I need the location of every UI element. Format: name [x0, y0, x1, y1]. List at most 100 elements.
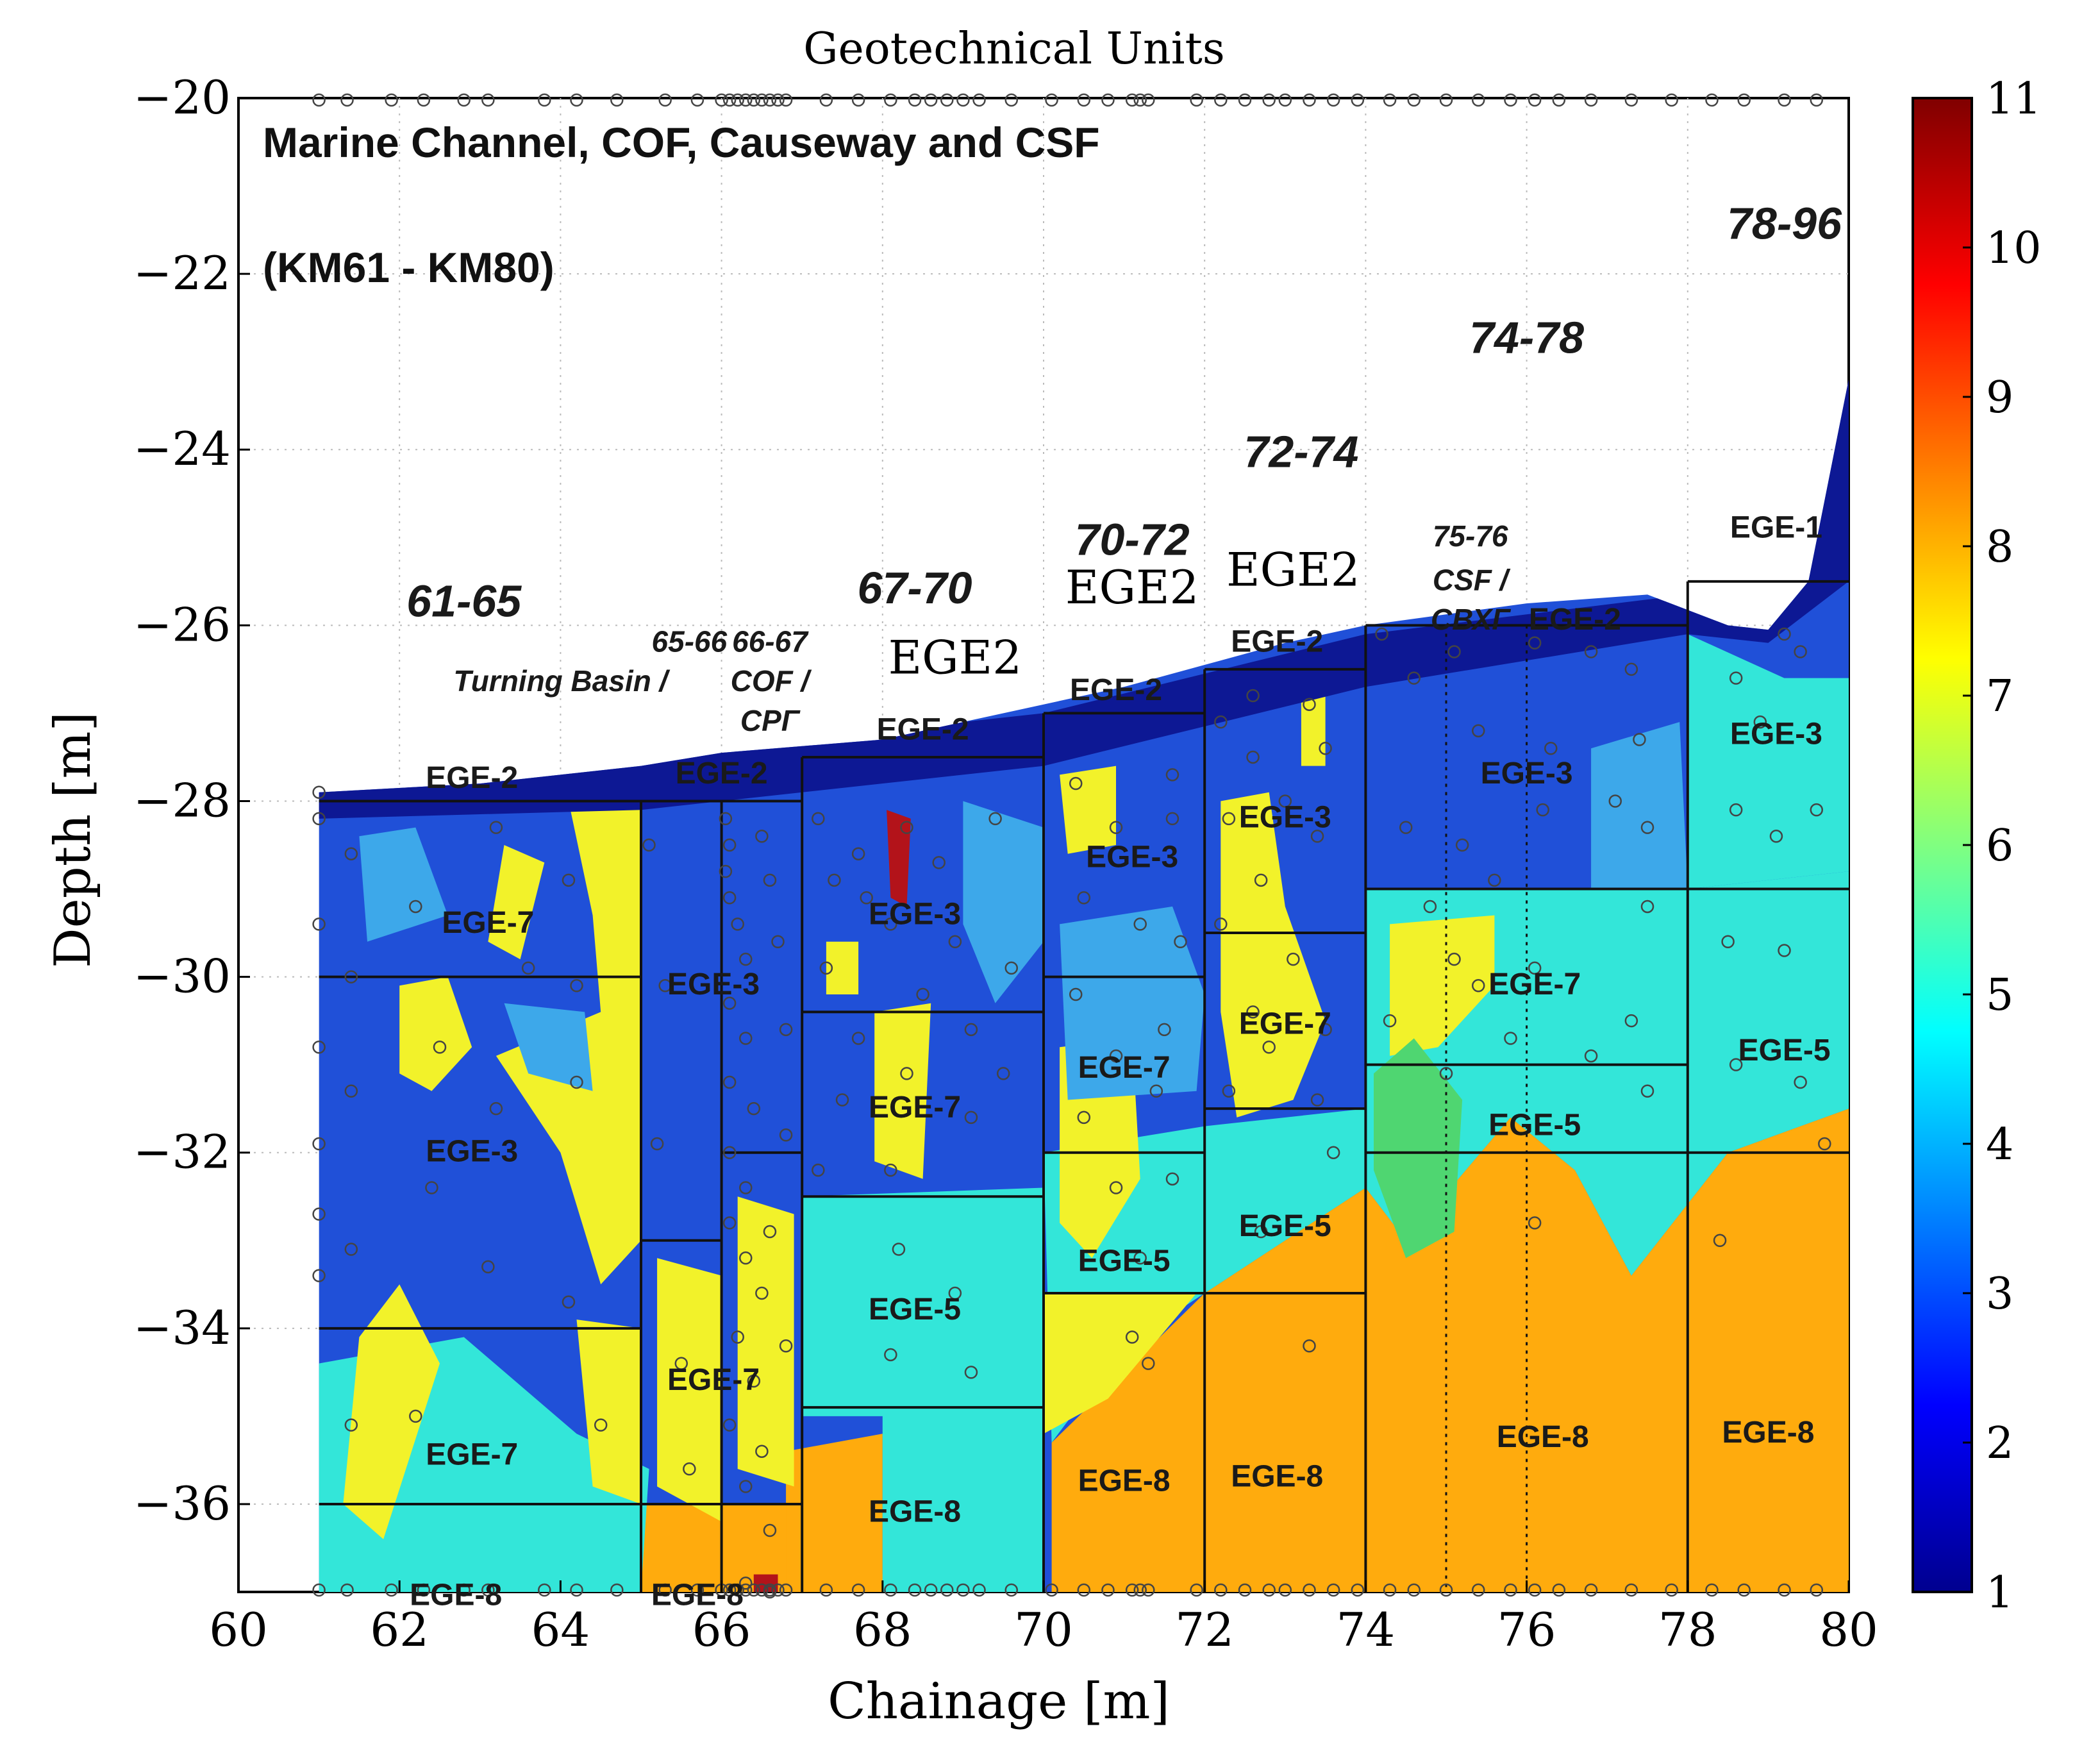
colorbar-tick-label: 7 — [1986, 671, 2013, 722]
axis-point-bottom — [1125, 1583, 1139, 1597]
unit-label: EGE-3 — [1239, 801, 1331, 835]
axis-point-top — [1778, 93, 1791, 107]
unit-label: EGE-8 — [1497, 1420, 1589, 1454]
sample-point — [562, 873, 576, 887]
sample-point — [1310, 1093, 1324, 1107]
ege5-col4 — [802, 1187, 1044, 1592]
axis-point-top — [1624, 93, 1638, 107]
segment-label: 75-76 — [1433, 519, 1508, 553]
sample-point — [570, 1075, 583, 1089]
sample-point — [1303, 1339, 1316, 1353]
axis-point-top — [956, 93, 970, 107]
axis-point-top — [972, 93, 986, 107]
x-tick-label: 78 — [1658, 1603, 1717, 1657]
sample-point — [1608, 794, 1622, 808]
axis-point-top — [763, 93, 777, 107]
ege7-col2 — [657, 1258, 722, 1522]
axis-point-bottom — [940, 1583, 954, 1597]
segment-label: 74-78 — [1469, 312, 1584, 362]
axis-point-bottom — [1471, 1583, 1485, 1597]
unit-label: EGE-8 — [651, 1578, 744, 1612]
sample-point — [1818, 1137, 1831, 1151]
unit-label: EGE-2 — [877, 713, 969, 747]
axis-point-top — [924, 93, 938, 107]
axis-point-bottom — [851, 1583, 865, 1597]
axis-point-top — [779, 93, 793, 107]
sample-points — [312, 93, 1831, 1599]
chart-title: Geotechnical Units — [803, 24, 1225, 74]
ege8-b — [786, 1434, 883, 1592]
unit-labels: EGE-2 EGE-7 EGE-3 EGE-7 EGE-8 EGE-2 EGE-3 EGE-7… — [410, 510, 1830, 1612]
unit-label: EGE-5 — [1738, 1034, 1830, 1067]
sample-point — [312, 785, 326, 799]
sample-point — [1310, 830, 1324, 843]
sample-point — [763, 873, 777, 887]
sample-point — [1174, 935, 1187, 949]
sample-point — [722, 1075, 737, 1089]
y-tick-label: −34 — [133, 1301, 231, 1355]
axis-point-top — [340, 93, 354, 107]
sample-point — [1133, 917, 1147, 931]
axis-point-bottom — [385, 1583, 398, 1597]
axis-point-top — [1142, 93, 1155, 107]
x-tick-label: 66 — [692, 1603, 751, 1657]
axis-point-bottom — [779, 1583, 793, 1597]
sample-point — [521, 961, 535, 975]
sample-point — [1278, 794, 1292, 808]
x-tick-label: 76 — [1497, 1603, 1556, 1657]
unit-label: EGE-3 — [1730, 717, 1822, 751]
sample-point — [1214, 715, 1228, 729]
sample-point — [739, 952, 753, 966]
sample-point — [900, 821, 913, 834]
sample-point — [739, 1181, 753, 1194]
axis-point-bottom — [610, 1583, 624, 1597]
axis-point-top — [1810, 93, 1824, 107]
axis-point-top — [851, 93, 865, 107]
sample-point — [771, 935, 785, 949]
sample-point — [312, 812, 326, 826]
sample-point — [1640, 1084, 1654, 1098]
sample-point — [1528, 961, 1542, 975]
segment-label: 66-67 — [732, 624, 809, 658]
sample-point — [964, 1366, 978, 1379]
unit-label: EGE-1 — [1730, 510, 1822, 544]
axis-point-bottom — [755, 1583, 769, 1597]
sample-point — [747, 1101, 761, 1116]
sample-point — [1069, 776, 1083, 791]
sample-point — [1640, 821, 1654, 834]
unit-label: EGE-3 — [1086, 840, 1178, 874]
sample-point — [1125, 1330, 1139, 1344]
chart-subtitle-range: (KM61 - KM80) — [263, 244, 554, 291]
sample-point — [1633, 733, 1646, 746]
sample-point — [1423, 900, 1437, 914]
egE8-main — [1051, 1109, 1849, 1592]
sample-point — [1584, 645, 1598, 658]
unit-label: EGE-3 — [869, 897, 961, 931]
ege7-col6 — [1221, 792, 1326, 1118]
y-axis-ticks: −20 −22 −24 −26 −28 −30 −32 −34 −36 — [133, 71, 250, 1530]
sample-point — [344, 1243, 358, 1256]
axis-point-bottom — [538, 1583, 551, 1597]
unit-label: EGE-7 — [426, 1437, 518, 1471]
unit-label: EGE-3 — [1481, 757, 1573, 791]
axis-point-top — [1528, 93, 1542, 107]
sample-point — [1794, 645, 1807, 658]
sample-point — [1729, 1058, 1743, 1071]
axis-point-top — [884, 93, 897, 107]
green-a — [1374, 1038, 1463, 1259]
sample-point — [1069, 987, 1083, 1001]
unit-label-large: EGE2 — [888, 631, 1022, 685]
colorbar-tick-label: 1 — [1986, 1568, 2013, 1618]
sample-point — [674, 1357, 688, 1370]
axis-point-top — [722, 93, 737, 107]
sample-point — [1222, 812, 1236, 826]
sample-point — [739, 1032, 753, 1045]
axis-point-bottom — [1262, 1583, 1276, 1597]
sample-point — [1303, 698, 1316, 711]
axis-point-top — [755, 93, 769, 107]
ege7-col4 — [874, 1003, 931, 1179]
sample-point — [344, 970, 358, 984]
sample-point — [1778, 627, 1791, 641]
sample-point — [1254, 1225, 1268, 1239]
